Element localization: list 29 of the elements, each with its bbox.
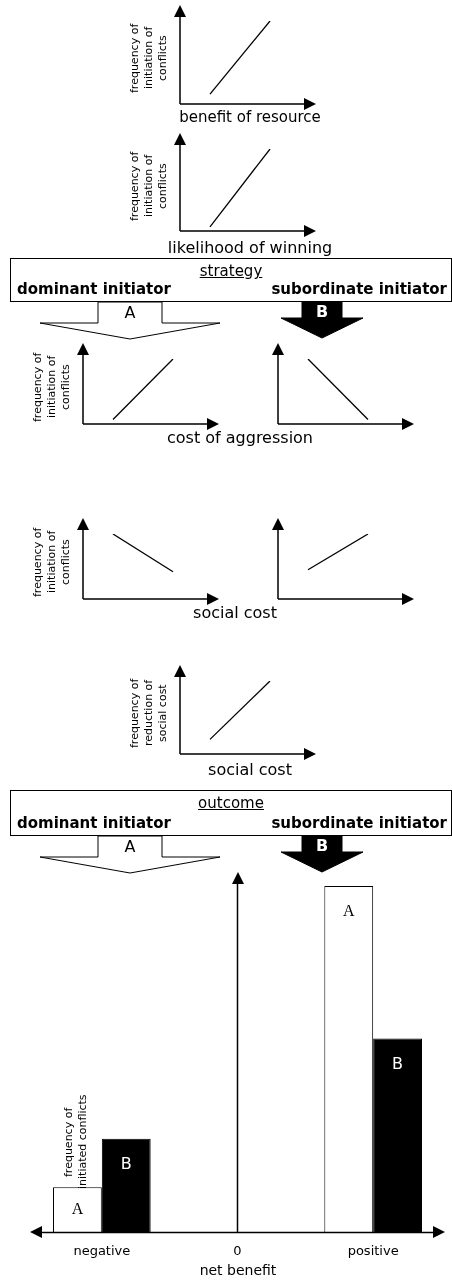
text: subordinate initiator: [271, 814, 447, 832]
x-axis-title: likelihood of winning: [166, 238, 334, 257]
x-tick-label: negative: [73, 1242, 131, 1258]
y-axis-title: frequency of initiated conflicts: [62, 1093, 90, 1192]
y-axis-title: frequency of initiation of conflicts: [31, 526, 73, 599]
y-axis-title: frequency of initiation of conflicts: [128, 22, 170, 95]
text: A: [123, 837, 137, 856]
x-axis-title: net benefit: [198, 1262, 278, 1278]
x-axis-title: social cost: [192, 603, 278, 622]
x-axis-title: cost of aggression: [166, 428, 314, 447]
text: A: [123, 303, 137, 322]
y-axis-title: frequency of reduction of social cost: [128, 677, 170, 750]
text: B: [314, 302, 330, 321]
text: B: [120, 1154, 132, 1174]
series-label: B: [392, 1053, 404, 1073]
text: B: [314, 836, 330, 855]
text: dominant initiator: [17, 280, 171, 298]
series-label: A: [71, 1200, 84, 1218]
x-axis-title: social cost: [207, 760, 293, 779]
y-axis-title: frequency of initiation of conflicts: [128, 149, 170, 223]
text: subordinate initiator: [271, 280, 447, 298]
text: dominant initiator: [17, 814, 171, 832]
x-tick-label: 0: [233, 1242, 242, 1258]
x-tick-label: positive: [347, 1242, 399, 1258]
y-axis-title: frequency of initiation of conflicts: [31, 351, 73, 424]
text: A: [342, 902, 355, 920]
x-axis-title: benefit of resource: [178, 108, 322, 126]
text: outcome: [197, 794, 265, 812]
text: strategy: [198, 262, 264, 280]
